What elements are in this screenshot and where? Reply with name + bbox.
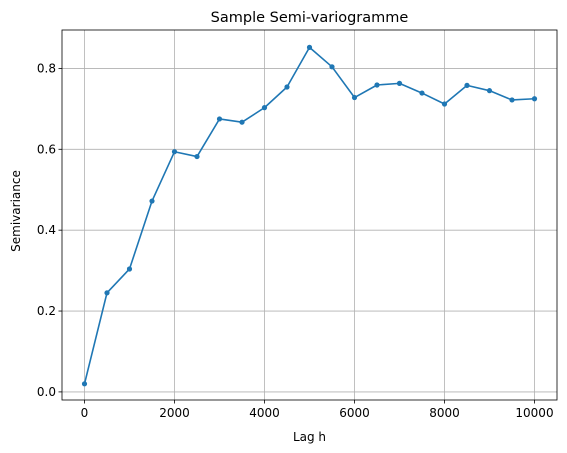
grid-lines (62, 30, 557, 400)
data-point (419, 90, 425, 96)
data-point (104, 290, 110, 296)
data-point (194, 153, 200, 160)
y-tick-label: 0.0 (37, 385, 56, 399)
series-layer (81, 44, 538, 387)
data-point (486, 88, 493, 94)
x-tick-label: 10000 (515, 406, 553, 420)
data-point (171, 149, 178, 155)
data-point (464, 82, 470, 88)
data-point (81, 381, 88, 387)
y-tick-label: 0.6 (37, 142, 56, 156)
x-tick-label: 8000 (429, 406, 460, 420)
data-point (239, 119, 245, 125)
x-tick-label: 2000 (159, 406, 190, 420)
data-point (216, 116, 223, 122)
x-tick-label: 4000 (249, 406, 280, 420)
y-axis-label: Semivariance (9, 170, 23, 252)
data-point (284, 84, 290, 90)
data-point (261, 105, 268, 111)
data-point (441, 101, 448, 107)
data-point (329, 64, 335, 70)
data-point (509, 97, 515, 103)
data-point (126, 266, 133, 272)
axis-ticks: 0 2000 4000 6000 8000 10000 0.0 0.2 0.4 0.6 0.8 (37, 61, 554, 420)
data-point (396, 80, 403, 86)
data-point (149, 198, 155, 204)
y-tick-label: 0.4 (37, 223, 56, 237)
data-point (531, 96, 538, 102)
x-tick-label: 6000 (339, 406, 370, 420)
data-point (351, 94, 358, 101)
plot-frame (61, 29, 558, 401)
x-axis-label: Lag h (293, 430, 326, 444)
series-line (83, 46, 535, 385)
y-tick-label: 0.8 (37, 61, 56, 75)
x-tick-label: 0 (81, 406, 89, 420)
y-tick-label: 0.2 (37, 304, 56, 318)
chart-title: Sample Semi-variogramme (211, 10, 409, 26)
data-point (306, 44, 313, 50)
data-point (374, 82, 380, 88)
